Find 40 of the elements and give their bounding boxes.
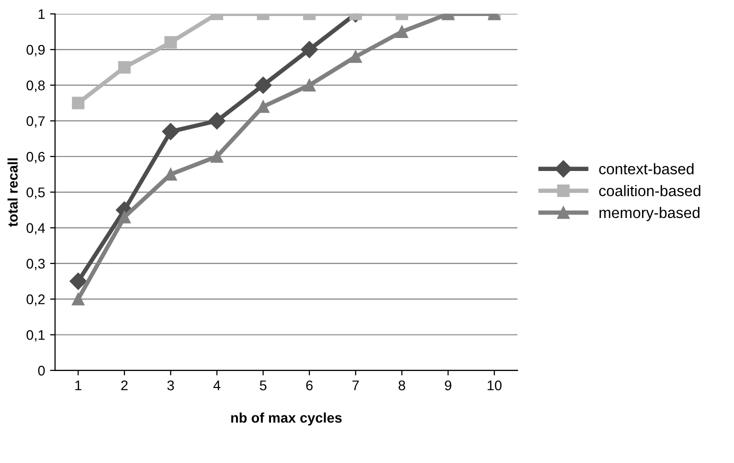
y-tick-label: 0,5 [26,187,45,199]
point [210,150,224,163]
x-tick-label: 9 [444,380,452,390]
y-tick-label: 0,9 [26,44,45,56]
point [164,36,177,49]
x-tick-label: 4 [213,380,220,390]
point [300,40,318,58]
y-tick-label: 1 [38,9,45,19]
legend-label: coalition-based [599,185,700,196]
point [72,292,84,306]
y-axis-title: total recall [8,158,18,227]
x-axis-title: nb of max cycles [231,412,342,426]
point [208,112,226,130]
y-tick-label: 0,2 [26,294,45,306]
point [254,76,272,94]
point [72,96,84,110]
x-tick-label: 6 [306,380,313,390]
point [396,25,408,38]
x-tick-label: 7 [352,380,359,390]
y-tick-label: 0,6 [26,152,45,164]
y-tick-label: 0,4 [26,223,45,235]
legend-label: context-based [599,163,694,174]
y-tick-label: 0 [38,366,45,376]
y-tick-label: 0,7 [26,116,45,128]
x-tick-label: 8 [398,380,406,390]
point [162,122,180,140]
x-tick-label: 1 [75,380,82,390]
y-tick-label: 0,3 [26,258,45,270]
point [118,210,131,224]
x-tick-label: 2 [121,380,128,390]
point [349,50,362,63]
point [303,78,316,92]
y-tick-label: 0,8 [26,80,45,92]
x-tick-label: 10 [488,380,502,390]
point [70,272,87,290]
y-tick-label: 0,1 [26,330,45,342]
x-tick-label: 5 [260,380,266,390]
x-tick-label: 3 [167,380,174,390]
point [118,61,131,74]
legend-label: memory-based [600,206,700,222]
